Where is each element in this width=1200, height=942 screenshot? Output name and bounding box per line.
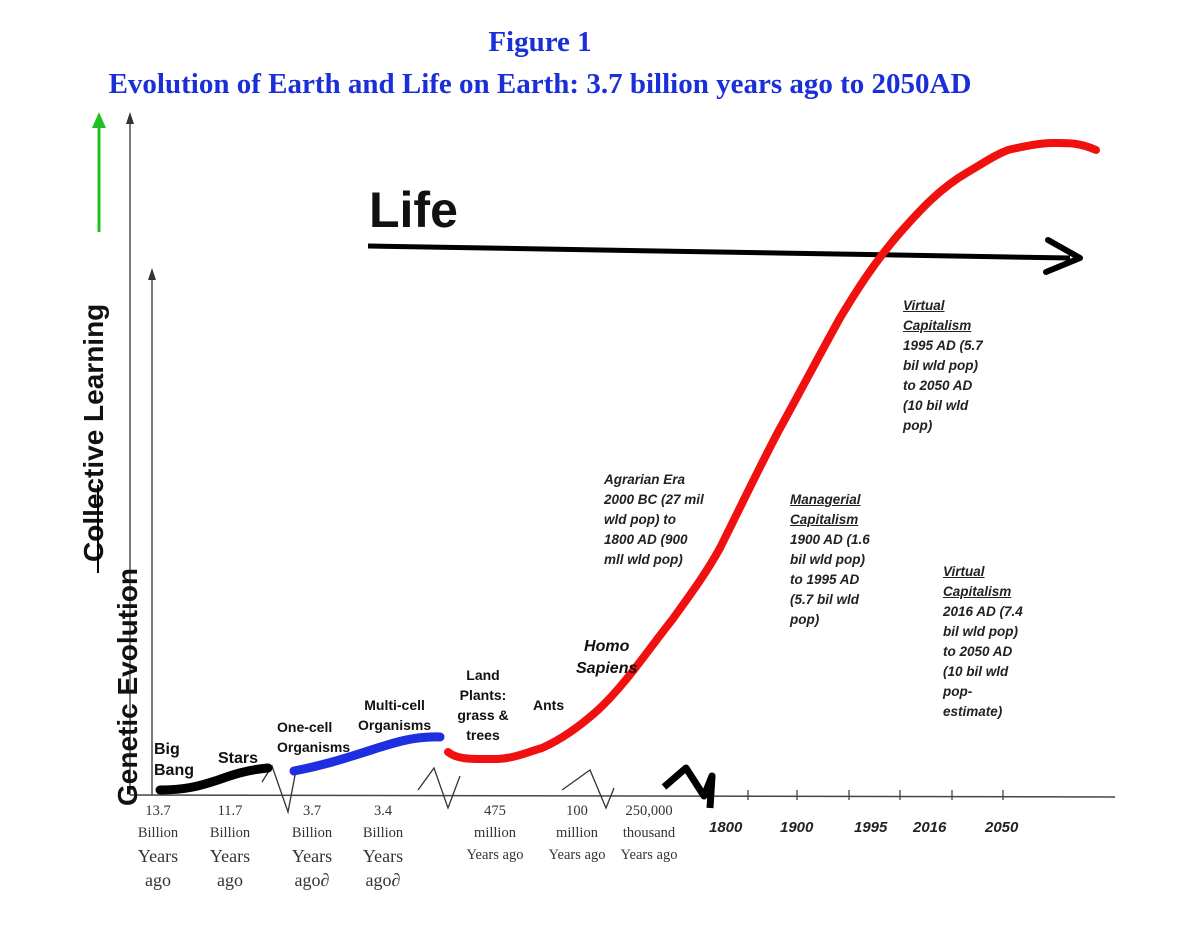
life-label: Life <box>369 182 458 238</box>
x-label-1-top: 13.7 Billion <box>137 803 179 841</box>
year-1995: 1995 <box>854 819 888 836</box>
figure-number: Figure 1 <box>488 26 592 58</box>
x-label-1-bottom: Years ago <box>137 846 179 890</box>
x-label-2-top: 11.7 Billion <box>209 803 251 841</box>
collective-learning-dash <box>97 485 99 573</box>
agrarian-era-note: Agrarian Era 2000 BC (27 mil wld pop) to… <box>604 472 704 567</box>
year-2050: 2050 <box>985 819 1019 836</box>
x-label-4-top: 3.4 Billion <box>362 803 404 841</box>
x-label-4-bottom: Years ago∂ <box>362 846 404 890</box>
time-axis <box>129 790 1116 800</box>
year-1800: 1800 <box>709 819 743 836</box>
figure-title: Evolution of Earth and Life on Earth: 3.… <box>108 68 972 100</box>
cell-organisms-curve <box>289 732 445 776</box>
x-label-13-7-billion: 13.7 Billion Years ago <box>128 800 188 892</box>
managerial-capitalism-note: Managerial Capitalism 1900 AD (1.6 bil w… <box>790 470 870 650</box>
x-label-2-bottom: Years ago <box>209 846 251 890</box>
virtual-capitalism-1995-note: Virtual Capitalism 1995 AD (5.7 bil wld … <box>903 276 983 456</box>
managerial-title: Managerial Capitalism <box>790 492 861 527</box>
one-cell-label: One-cell Organisms <box>277 719 351 755</box>
year-1900: 1900 <box>780 819 814 836</box>
x-label-475-million: 475 million Years ago <box>466 803 524 863</box>
virtual-capitalism-2016-note: Virtual Capitalism 2016 AD (7.4 bil wld … <box>943 542 1023 742</box>
homo-sapiens-label: Homo Sapiens <box>576 638 638 677</box>
collective-learning-label: Collective Learning <box>78 303 109 562</box>
outer-y-axis <box>126 112 134 795</box>
x-label-3-top: 3.7 Billion <box>291 803 333 841</box>
x-label-100-million: 100 million Years ago <box>548 803 606 863</box>
x-label-3-bottom: Years ago∂ <box>291 846 333 890</box>
x-label-3-4-billion: 3.4 Billion Years ago∂ <box>353 800 413 892</box>
life-red-curve <box>444 138 1100 764</box>
big-bang-stars-curve <box>155 763 273 795</box>
collective-learning-arrow <box>92 112 106 232</box>
x-label-11-7-billion: 11.7 Billion Years ago <box>200 800 260 892</box>
managerial-body: 1900 AD (1.6 bil wld pop) to 1995 AD (5.… <box>790 532 870 627</box>
virtual2-title: Virtual Capitalism <box>943 564 1012 599</box>
genetic-evolution-label: Genetic Evolution <box>112 567 143 806</box>
virtual2-body: 2016 AD (7.4 bil wld pop) to 2050 AD (10… <box>943 604 1023 719</box>
bold-axis-break <box>661 764 716 809</box>
axis-breaks <box>261 764 615 815</box>
multi-cell-label: Multi-cell Organisms <box>358 697 432 733</box>
year-2016: 2016 <box>913 819 947 836</box>
ants-label: Ants <box>533 697 565 713</box>
land-plants-label: Land Plants: grass & trees <box>457 667 509 743</box>
inner-y-axis <box>148 268 156 795</box>
stars-label: Stars <box>218 750 259 767</box>
big-bang-label: Big Bang <box>154 741 194 779</box>
virtual1-title: Virtual Capitalism <box>903 298 972 333</box>
x-label-250000-thousand: 250,000 thousand Years ago <box>620 803 678 863</box>
virtual1-body: 1995 AD (5.7 bil wld pop) to 2050 AD (10… <box>903 338 983 433</box>
x-label-3-7-billion: 3.7 Billion Years ago∂ <box>282 800 342 892</box>
life-arrow <box>367 237 1083 275</box>
